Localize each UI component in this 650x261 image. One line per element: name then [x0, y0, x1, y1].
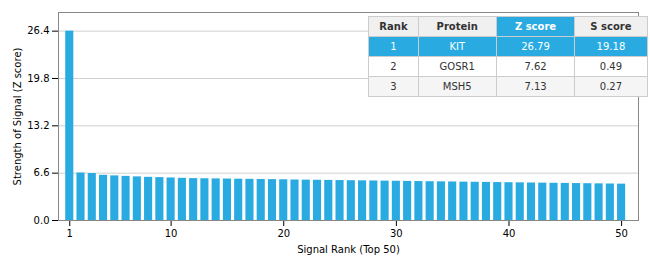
html-text:26.79: 26.79 [521, 41, 550, 53]
svg-text:40: 40 [503, 228, 516, 239]
html-text:19.18: 19.18 [596, 41, 626, 53]
html-text:GOSR1: GOSR1 [439, 61, 475, 73]
html-text:Protein: Protein [436, 21, 478, 33]
svg-text:10: 10 [165, 228, 178, 239]
html-text:7.62: 7.62 [524, 61, 547, 73]
svg-text:0.0: 0.0 [34, 215, 50, 226]
svg-text:19.8: 19.8 [27, 73, 49, 84]
svg-text:20: 20 [277, 228, 290, 239]
svg-text:Signal Rank (Top 50): Signal Rank (Top 50) [297, 244, 400, 255]
svg-text:13.2: 13.2 [27, 120, 49, 131]
svg-text:30: 30 [390, 228, 403, 239]
html-text:KIT: KIT [449, 41, 465, 53]
html-text:3: 3 [390, 81, 397, 93]
html-text:S score: S score [590, 21, 632, 33]
svg-text:50: 50 [615, 228, 628, 239]
svg-text:6.6: 6.6 [34, 167, 50, 178]
html-text:Z score: Z score [514, 21, 557, 33]
html-text:0.49: 0.49 [599, 61, 623, 73]
svg-text:Strength of Signal (Z score): Strength of Signal (Z score) [12, 47, 23, 185]
html-text:1: 1 [390, 41, 397, 53]
html-text:2: 2 [390, 61, 397, 73]
html-text:0.27: 0.27 [599, 81, 623, 93]
svg-text:26.4: 26.4 [27, 25, 49, 36]
svg-text:1: 1 [67, 228, 73, 239]
html-text:MSH5: MSH5 [442, 81, 472, 93]
html-text:7.13: 7.13 [524, 81, 547, 93]
html-text:Rank: Rank [379, 21, 408, 33]
